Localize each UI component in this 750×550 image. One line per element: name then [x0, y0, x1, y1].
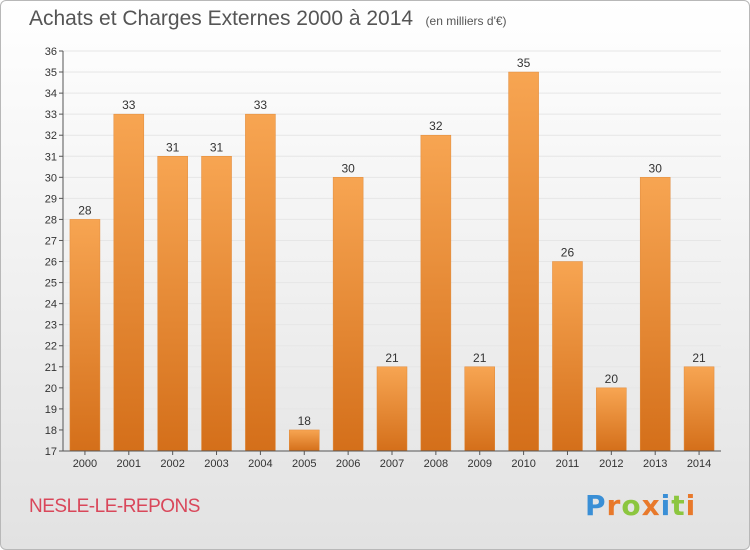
bars: 28 33 31 31 33 18 30 21 32 21 35 26 20 30 21 — [69, 56, 715, 452]
x-tick-label: 2011 — [556, 458, 580, 470]
bar-value-label: 26 — [561, 246, 575, 260]
chart-unit: (en milliers d'€) — [425, 14, 507, 28]
x-tick-label: 2008 — [424, 458, 448, 470]
y-tick-label: 27 — [45, 235, 57, 247]
y-tick-label: 25 — [45, 278, 57, 290]
axes: 17 18 19 20 21 22 23 24 25 26 27 28 29 30 31 32 33 34 35 36… — [45, 46, 721, 470]
bar-value-label: 33 — [254, 98, 268, 112]
y-tick-label: 17 — [45, 446, 57, 458]
x-tick-label: 2003 — [204, 458, 228, 470]
y-tick-label: 30 — [45, 172, 57, 184]
x-tick-label: 2005 — [292, 458, 316, 470]
bar — [332, 177, 364, 452]
bar — [639, 177, 671, 452]
x-tick-label: 2010 — [511, 458, 535, 470]
y-tick-label: 22 — [45, 341, 57, 353]
bar-value-label: 35 — [517, 56, 531, 70]
bar-value-label: 30 — [341, 161, 355, 175]
bar — [69, 219, 101, 452]
bar-value-label: 33 — [122, 98, 136, 112]
brand-letter: P — [585, 489, 607, 522]
x-tick-label: 2000 — [73, 458, 97, 470]
bar-value-label: 21 — [385, 351, 399, 365]
bar — [552, 261, 583, 452]
bar-value-label: 31 — [210, 140, 224, 154]
bar-value-label: 21 — [473, 351, 487, 365]
y-tick-label: 34 — [45, 88, 57, 100]
bar — [508, 71, 539, 452]
bar-value-label: 20 — [605, 372, 619, 386]
brand-letter: i — [660, 489, 672, 522]
y-tick-label: 21 — [45, 362, 57, 374]
y-tick-label: 23 — [45, 320, 57, 332]
brand-letter: x — [641, 489, 661, 522]
y-tick-label: 35 — [45, 67, 57, 79]
bar-value-label: 30 — [649, 161, 663, 175]
title-row: Achats et Charges Externes 2000 à 2014 (… — [29, 7, 507, 31]
bar — [245, 113, 276, 452]
bar — [201, 156, 232, 452]
bar — [376, 366, 408, 452]
x-tick-label: 2012 — [599, 458, 623, 470]
bar-value-label: 32 — [429, 119, 443, 133]
y-tick-label: 24 — [45, 299, 57, 311]
bar — [113, 113, 145, 452]
y-tick-label: 20 — [45, 383, 57, 395]
y-tick-label: 19 — [45, 404, 57, 416]
x-tick-label: 2007 — [380, 458, 404, 470]
brand-letter: r — [606, 489, 622, 522]
x-tick-label: 2001 — [117, 458, 141, 470]
x-tick-label: 2006 — [336, 458, 360, 470]
x-tick-label: 2013 — [643, 458, 667, 470]
y-tick-label: 33 — [45, 109, 57, 121]
x-tick-label: 2004 — [248, 458, 272, 470]
y-tick-label: 18 — [45, 425, 57, 437]
bar-value-label: 28 — [78, 203, 92, 217]
brand-letter: t — [671, 489, 686, 522]
y-tick-label: 36 — [45, 46, 57, 58]
bar — [157, 156, 188, 452]
bar-value-label: 18 — [298, 414, 312, 428]
brand-logo[interactable]: Proxiti — [585, 489, 696, 522]
place-name: NESLE-LE-REPONS — [29, 496, 200, 517]
bar-value-label: 31 — [166, 140, 180, 154]
bar — [289, 429, 320, 452]
y-tick-label: 28 — [45, 214, 57, 226]
y-tick-label: 31 — [45, 151, 57, 163]
chart-title: Achats et Charges Externes 2000 à 2014 — [29, 7, 414, 30]
bar-value-label: 21 — [692, 351, 706, 365]
brand-letter: o — [621, 489, 642, 522]
bar — [464, 366, 495, 452]
brand-letter: i — [685, 489, 697, 522]
bar — [596, 387, 627, 452]
y-tick-label: 32 — [45, 130, 57, 142]
x-tick-label: 2009 — [467, 458, 491, 470]
y-tick-label: 26 — [45, 257, 57, 269]
bar — [420, 134, 452, 452]
bar — [683, 366, 715, 452]
x-tick-label: 2002 — [160, 458, 184, 470]
y-tick-label: 29 — [45, 193, 57, 205]
x-tick-label: 2014 — [687, 458, 711, 470]
